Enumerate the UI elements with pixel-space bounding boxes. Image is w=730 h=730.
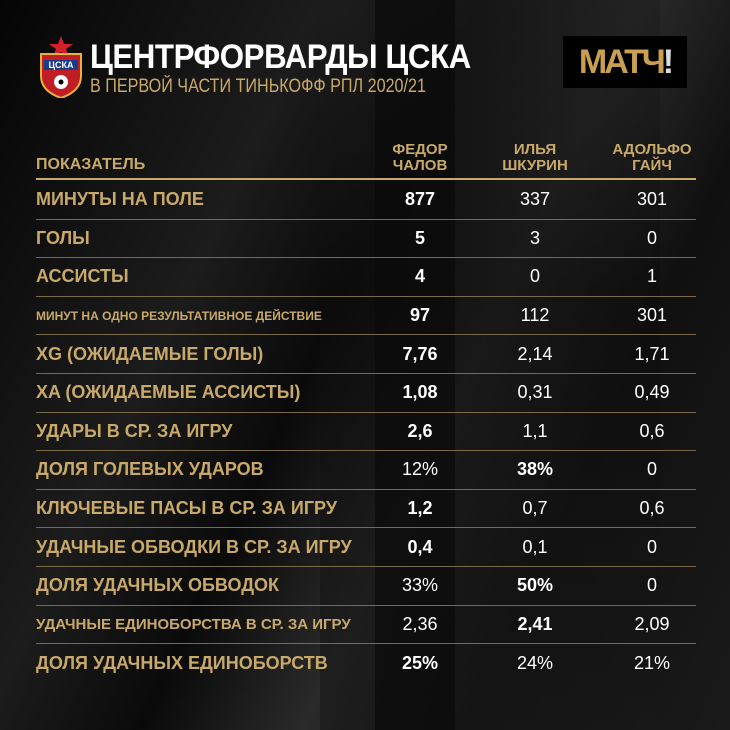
stat-value: 12% [401, 459, 439, 480]
column-header-player: АДОЛЬФО ГАЙЧ [612, 141, 692, 174]
column-header-player: ФЕДОР ЧАЛОВ [392, 141, 448, 174]
table-row: МИНУТЫ НА ПОЛЕ 877 337 301 [36, 181, 696, 220]
metric-label: МИНУТЫ НА ПОЛЕ [36, 189, 204, 210]
table-header: ПОКАЗАТЕЛЬ ФЕДОР ЧАЛОВ ИЛЬЯ ШКУРИН АДОЛЬФО… [36, 140, 696, 180]
stat-value: 0,31 [517, 382, 553, 403]
column-header-metric: ПОКАЗАТЕЛЬ [36, 156, 146, 173]
table-row: АССИСТЫ 4 0 1 [36, 258, 696, 297]
stat-value: 97 [409, 305, 431, 326]
stat-value: 33% [401, 575, 439, 596]
stat-value: 0,49 [634, 382, 670, 403]
stat-value: 0 [646, 227, 657, 248]
background-shape [375, 0, 455, 730]
stat-value: 50% [516, 575, 554, 596]
table-row: ГОЛЫ 5 3 0 [36, 220, 696, 259]
table-row: УДАЧНЫЕ ЕДИНОБОРСТВА В СР. ЗА ИГРУ 2,36 2,… [36, 606, 696, 645]
column-header-player: ИЛЬЯ ШКУРИН [502, 141, 568, 174]
stat-value: 21% [633, 652, 671, 673]
metric-label: ДОЛЯ УДАЧНЫХ ЕДИНОБОРСТВ [36, 652, 328, 673]
stat-value: 1,2 [407, 498, 433, 519]
table-row: XG (ОЖИДАЕМЫЕ ГОЛЫ) 7,76 2,14 1,71 [36, 335, 696, 374]
table-row: УДАЧНЫЕ ОБВОДКИ В СР. ЗА ИГРУ 0,4 0,1 0 [36, 528, 696, 567]
stat-value: 2,14 [517, 343, 553, 364]
stat-value: 0 [646, 575, 657, 596]
stat-value: 0,6 [639, 498, 665, 519]
stat-value: 2,41 [517, 613, 553, 634]
page-subtitle: В ПЕРВОЙ ЧАСТИ ТИНЬКОФФ РПЛ 2020/21 [90, 76, 426, 97]
stat-value: 0 [529, 266, 540, 287]
metric-label: УДАЧНЫЕ ЕДИНОБОРСТВА В СР. ЗА ИГРУ [36, 615, 351, 633]
table-row: XA (ОЖИДАЕМЫЕ АССИСТЫ) 1,08 0,31 0,49 [36, 374, 696, 413]
stat-value: 337 [519, 189, 551, 210]
stat-value: 5 [414, 227, 425, 248]
stat-value: 0,1 [522, 536, 548, 557]
stat-value: 2,6 [407, 420, 433, 441]
metric-label: ДОЛЯ ГОЛЕВЫХ УДАРОВ [36, 459, 264, 480]
stat-value: 1 [646, 266, 657, 287]
stat-value: 1,08 [402, 382, 438, 403]
stat-value: 877 [404, 189, 436, 210]
stat-value: 0,7 [522, 498, 548, 519]
metric-label: МИНУТ НА ОДНО РЕЗУЛЬТАТИВНОЕ ДЕЙСТВИЕ [36, 308, 322, 323]
table-row: КЛЮЧЕВЫЕ ПАСЫ В СР. ЗА ИГРУ 1,2 0,7 0,6 [36, 490, 696, 529]
stat-value: 25% [401, 652, 439, 673]
metric-label: XG (ОЖИДАЕМЫЕ ГОЛЫ) [36, 343, 264, 364]
stat-value: 301 [636, 189, 668, 210]
metric-label: XA (ОЖИДАЕМЫЕ АССИСТЫ) [36, 382, 301, 403]
stat-value: 4 [414, 266, 425, 287]
metric-label: УДАЧНЫЕ ОБВОДКИ В СР. ЗА ИГРУ [36, 536, 352, 557]
stat-value: 2,36 [402, 613, 438, 634]
stat-value: 38% [516, 459, 554, 480]
stat-value: 112 [520, 305, 550, 326]
match-tv-logo: МАТЧ! [563, 36, 687, 88]
stat-value: 0 [646, 459, 657, 480]
table-row: МИНУТ НА ОДНО РЕЗУЛЬТАТИВНОЕ ДЕЙСТВИЕ 97 1… [36, 297, 696, 336]
svg-text:ЦСКА: ЦСКА [48, 60, 74, 70]
stat-value: 301 [636, 305, 668, 326]
metric-label: ДОЛЯ УДАЧНЫХ ОБВОДОК [36, 575, 280, 596]
table-row: ДОЛЯ ГОЛЕВЫХ УДАРОВ 12% 38% 0 [36, 451, 696, 490]
stat-value: 0,6 [639, 420, 665, 441]
table-row: УДАРЫ В СР. ЗА ИГРУ 2,6 1,1 0,6 [36, 413, 696, 452]
metric-label: КЛЮЧЕВЫЕ ПАСЫ В СР. ЗА ИГРУ [36, 498, 338, 519]
stat-value: 2,09 [634, 613, 670, 634]
stat-value: 7,76 [402, 343, 438, 364]
stat-value: 1,71 [634, 343, 670, 364]
metric-label: АССИСТЫ [36, 266, 129, 287]
stat-value: 0 [646, 536, 657, 557]
metric-label: УДАРЫ В СР. ЗА ИГРУ [36, 420, 233, 441]
metric-label: ГОЛЫ [36, 227, 90, 248]
page-title: ЦЕНТРФОРВАРДЫ ЦСКА [90, 38, 471, 76]
cska-logo: ЦСКА [40, 36, 82, 98]
table-row: ДОЛЯ УДАЧНЫХ ОБВОДОК 33% 50% 0 [36, 567, 696, 606]
stat-value: 1,1 [522, 420, 548, 441]
stat-value: 24% [516, 652, 554, 673]
stat-value: 3 [529, 227, 540, 248]
table-row: ДОЛЯ УДАЧНЫХ ЕДИНОБОРСТВ 25% 24% 21% [36, 644, 696, 683]
stat-value: 0,4 [407, 536, 433, 557]
